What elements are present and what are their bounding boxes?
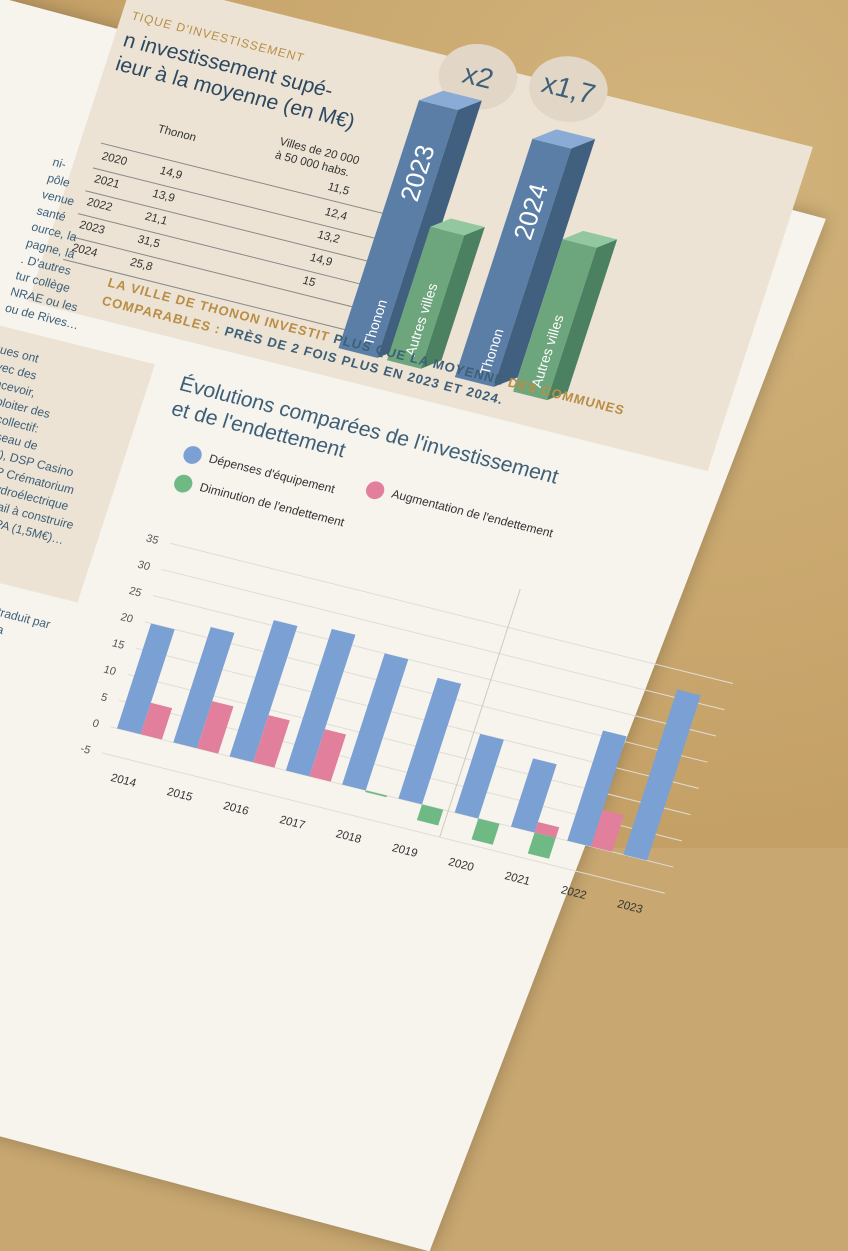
y-tick-label: 30	[136, 559, 152, 573]
bar-d-penses-d-quipement	[342, 653, 409, 791]
bar-augmentation-de-l-endettement	[534, 821, 560, 838]
y-tick-label: 5	[99, 691, 109, 704]
bar-d-penses-d-quipement	[398, 677, 462, 805]
bar-2024-autres	[513, 230, 618, 401]
y-tick-label: 35	[144, 533, 160, 547]
bar-augmentation-de-l-endettement	[140, 702, 173, 740]
y-tick-label: 10	[102, 664, 118, 678]
x-tick-label: 2014	[109, 772, 138, 790]
bar-augmentation-de-l-endettement	[590, 809, 625, 852]
x-tick-label: 2023	[616, 898, 645, 916]
y-tick-label: 20	[119, 611, 135, 625]
y-tick-label: 25	[127, 585, 143, 599]
legend-swatch	[363, 479, 387, 501]
x-tick-label: 2018	[334, 828, 363, 846]
left-text-3: issement qui se traduit par tre attracti…	[0, 604, 53, 638]
bar-augmentation-de-l-endettement	[196, 701, 234, 754]
bar-diminution-de-l-endettement	[365, 790, 388, 798]
bars-3d: 2023 2024 Thonon Autres villes Thonon Au…	[338, 90, 618, 401]
bar-d-penses-d-quipement	[229, 620, 298, 763]
x-tick-label: 2016	[222, 800, 251, 818]
bar-d-penses-d-quipement	[510, 758, 557, 833]
period-divider	[439, 589, 521, 838]
bar-2023-autres	[386, 218, 485, 369]
bar-d-penses-d-quipement	[285, 628, 356, 777]
bar-augmentation-de-l-endettement	[309, 729, 347, 782]
bar-augmentation-de-l-endettement	[253, 715, 290, 768]
bar-chart: 35302520151050-5201420152016201720182019…	[79, 533, 734, 916]
gridline	[161, 568, 725, 711]
gridline	[152, 595, 717, 737]
bar-diminution-de-l-endettement	[416, 804, 444, 826]
y-tick-label: 0	[91, 718, 101, 731]
x-tick-label: 2015	[165, 786, 194, 804]
bar-d-penses-d-quipement	[454, 733, 504, 819]
y-tick-label: 15	[110, 637, 126, 651]
x-tick-label: 2017	[278, 814, 307, 832]
y-tick-label: -5	[79, 743, 92, 757]
legend-swatch	[181, 444, 205, 466]
bar-d-penses-d-quipement	[567, 730, 627, 847]
bar-2024-thonon	[454, 129, 596, 387]
bar-d-penses-d-quipement	[116, 623, 175, 735]
bar-diminution-de-l-endettement	[471, 818, 500, 845]
bar-d-penses-d-quipement	[623, 689, 701, 861]
page-content: TIQUE D'INVESTISSEMENT n investissement …	[0, 0, 813, 916]
bar-d-penses-d-quipement	[173, 627, 235, 749]
gridline	[170, 542, 734, 685]
